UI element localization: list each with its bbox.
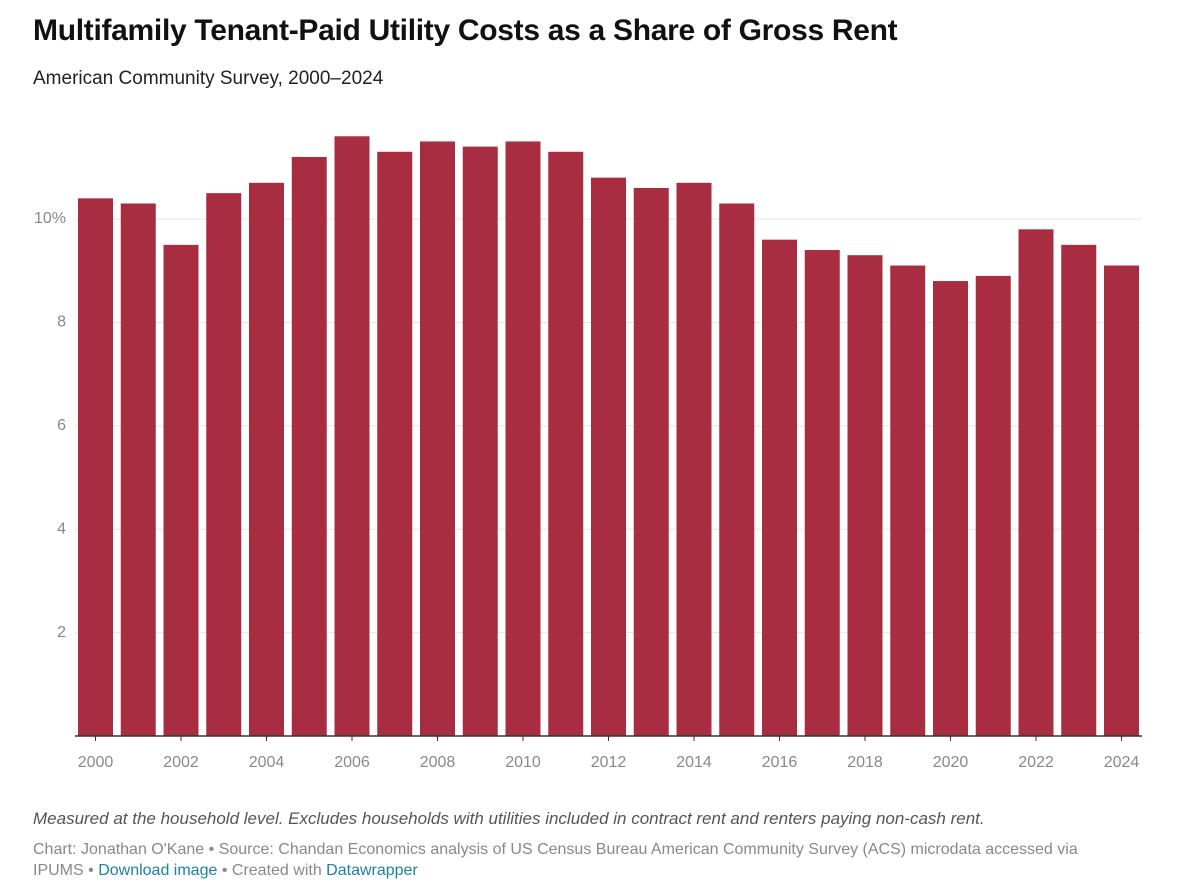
bar bbox=[291, 156, 327, 736]
x-tick-label: 2006 bbox=[334, 754, 370, 771]
bar bbox=[548, 151, 584, 737]
y-tick-label: 2 bbox=[57, 624, 66, 641]
credits: Chart: Jonathan O'Kane • Source: Chandan… bbox=[33, 839, 1123, 881]
x-tick-label: 2002 bbox=[163, 754, 199, 771]
created-with: Created with bbox=[231, 862, 322, 879]
bar bbox=[462, 146, 498, 736]
x-tick-label: 2016 bbox=[762, 754, 798, 771]
bar bbox=[377, 151, 413, 737]
x-tick-label: 2022 bbox=[1018, 754, 1054, 771]
bar bbox=[890, 265, 926, 736]
bar bbox=[719, 203, 755, 737]
bar bbox=[420, 141, 455, 736]
x-tick-label: 2012 bbox=[591, 754, 627, 771]
y-tick-label: 8 bbox=[57, 314, 66, 331]
y-tick-label: 4 bbox=[57, 520, 66, 537]
bar bbox=[591, 177, 626, 736]
separator: • bbox=[88, 862, 94, 879]
separator: • bbox=[221, 862, 228, 879]
chart-subtitle: American Community Survey, 2000–2024 bbox=[33, 68, 384, 89]
bar bbox=[676, 182, 712, 736]
bar bbox=[78, 198, 113, 736]
x-tick-label: 2004 bbox=[249, 754, 285, 771]
bar bbox=[1018, 229, 1054, 736]
bar bbox=[249, 182, 284, 736]
y-tick-label: 6 bbox=[57, 417, 66, 434]
download-link[interactable]: Download image bbox=[98, 862, 218, 879]
x-tick-label: 2024 bbox=[1104, 754, 1140, 771]
x-tick-label: 2008 bbox=[420, 754, 456, 771]
chart: 2 4 6 8 10% 2000 2002 2004 2006 2008 2010 2012 2014 2… bbox=[34, 136, 1142, 771]
bar bbox=[762, 239, 797, 736]
bar bbox=[163, 244, 199, 736]
source: Source: Chandan Economics analysis of US… bbox=[33, 841, 1078, 879]
bar bbox=[633, 187, 669, 737]
bar bbox=[505, 141, 541, 736]
y-tick-label: 10% bbox=[34, 210, 66, 227]
bar bbox=[1104, 265, 1139, 736]
byline: Chart: Jonathan O'Kane bbox=[33, 841, 205, 858]
x-tick-label: 2010 bbox=[505, 754, 541, 771]
bar bbox=[804, 250, 840, 736]
chart-note: Measured at the household level. Exclude… bbox=[33, 809, 985, 828]
x-tick-label: 2020 bbox=[933, 754, 969, 771]
bar bbox=[206, 193, 242, 736]
x-tick-label: 2014 bbox=[676, 754, 712, 771]
bar bbox=[933, 281, 968, 736]
chart-title: Multifamily Tenant-Paid Utility Costs as… bbox=[33, 14, 898, 47]
bar bbox=[975, 275, 1011, 736]
bar bbox=[120, 203, 156, 737]
x-tick-label: 2000 bbox=[78, 754, 114, 771]
datawrapper-link[interactable]: Datawrapper bbox=[326, 862, 418, 879]
bar bbox=[847, 255, 883, 736]
x-tick-label: 2018 bbox=[847, 754, 883, 771]
bar bbox=[1061, 244, 1097, 736]
separator: • bbox=[208, 841, 215, 858]
bar bbox=[334, 136, 370, 736]
